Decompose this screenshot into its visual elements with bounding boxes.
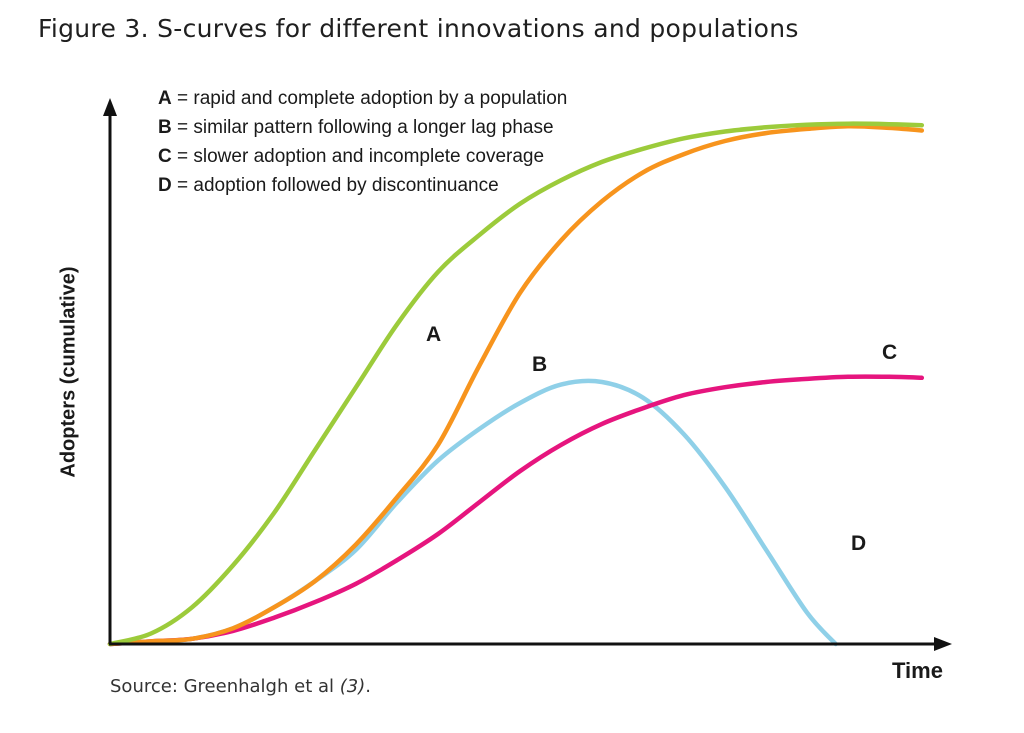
x-axis-label: Time (892, 658, 943, 683)
y-axis-label: Adopters (cumulative) (57, 266, 80, 478)
legend-sep-a: = (171, 88, 194, 109)
legend-text-a: rapid and complete adoption by a populat… (193, 88, 568, 109)
figure-title: Figure 3. S-curves for different innovat… (38, 14, 799, 43)
legend-text-d: adoption followed by discontinuance (193, 175, 499, 196)
chart-curves (107, 121, 925, 647)
legend-sep-c: = (171, 146, 194, 167)
curve-label-d: D (851, 532, 867, 555)
source-text: Source: Greenhalgh et al (110, 676, 340, 697)
series-line-d (107, 378, 838, 647)
legend-entry-a: A = rapid and complete adoption by a pop… (158, 84, 567, 113)
legend-sep-d: = (171, 175, 194, 196)
curve-label-c: C (882, 341, 898, 364)
y-axis-arrowhead (103, 98, 117, 116)
chart-legend: A = rapid and complete adoption by a pop… (158, 84, 567, 200)
chart-axes (103, 98, 952, 651)
legend-text-c: slower adoption and incomplete coverage (193, 146, 545, 167)
legend-entry-b: B = similar pattern following a longer l… (158, 113, 567, 142)
curve-label-a: A (426, 323, 442, 346)
legend-entry-c: C = slower adoption and incomplete cover… (158, 142, 567, 171)
series-line-a (107, 121, 925, 647)
source-reference: (3) (339, 676, 366, 697)
source-note: Source: Greenhalgh et al (3). (110, 676, 371, 697)
curve-label-b: B (532, 353, 548, 376)
series-line-b (107, 124, 925, 647)
legend-key-d: D (158, 175, 172, 196)
x-axis-arrowhead (934, 637, 952, 651)
legend-key-a: A (158, 88, 172, 109)
source-suffix: . (365, 676, 371, 697)
legend-key-c: C (158, 146, 172, 167)
legend-sep-b: = (171, 117, 194, 138)
legend-entry-d: D = adoption followed by discontinuance (158, 171, 567, 200)
series-line-c (107, 374, 925, 647)
legend-key-b: B (158, 117, 172, 138)
legend-text-b: similar pattern following a longer lag p… (193, 117, 554, 138)
